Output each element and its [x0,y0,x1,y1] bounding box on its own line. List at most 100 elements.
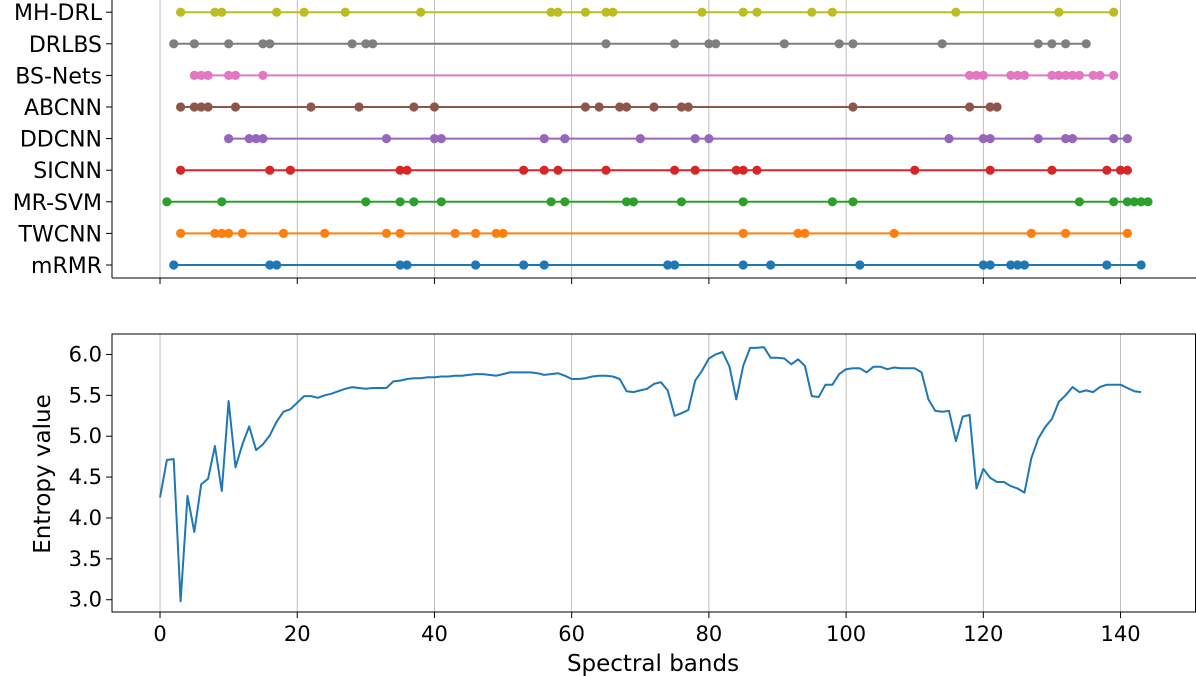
point-mrmr-18 [1102,260,1112,270]
point-mh-drl-4 [299,7,309,17]
point-ddcnn-8 [560,134,570,144]
point-mr-svm-18 [1136,197,1146,207]
point-mr-svm-8 [621,197,632,207]
point-ddcnn-19 [1122,134,1132,144]
point-bs-nets-7 [971,70,982,80]
series-drlbs [169,39,1091,49]
point-abcnn-11 [615,102,625,112]
point-mrmr-0 [169,260,179,270]
series-ddcnn [224,134,1132,144]
point-bs-nets-11 [1019,70,1030,80]
point-abcnn-4 [230,102,241,112]
point-mh-drl-11 [608,7,618,17]
bottom-line-group [159,346,1142,603]
point-abcnn-0 [176,102,186,112]
point-ddcnn-3 [258,134,268,144]
point-abcnn-5 [306,102,316,112]
point-sicnn-17 [1102,165,1112,175]
point-mr-svm-16 [1122,197,1132,207]
point-sicnn-8 [601,165,611,175]
point-bs-nets-13 [1054,70,1064,80]
point-drlbs-18 [1061,39,1071,49]
point-mh-drl-9 [580,7,590,17]
point-abcnn-3 [203,102,213,112]
point-ddcnn-11 [704,134,714,144]
point-drlbs-9 [669,39,680,49]
series-twcnn [176,228,1132,238]
point-sicnn-7 [553,165,563,175]
point-abcnn-9 [580,102,590,112]
point-twcnn-17 [1026,228,1036,238]
point-ddcnn-2 [251,134,261,144]
point-bs-nets-14 [1061,70,1071,80]
point-abcnn-6 [354,102,364,112]
point-abcnn-13 [649,102,659,112]
point-mh-drl-15 [807,7,817,17]
point-abcnn-16 [848,102,858,112]
series-mr-svm [162,197,1153,207]
point-twcnn-9 [450,228,460,238]
category-label-mr-svm: MR-SVM [13,191,102,216]
point-mr-svm-19 [1143,197,1153,207]
point-mrmr-13 [978,260,988,270]
point-twcnn-4 [237,228,247,238]
point-mr-svm-9 [628,197,639,207]
point-bs-nets-12 [1047,70,1057,80]
point-mrmr-15 [1006,260,1016,270]
series-mh-drl [176,7,1119,17]
category-label-bs-nets: BS-Nets [15,64,102,89]
point-mr-svm-0 [162,197,172,207]
point-mh-drl-19 [1109,7,1119,17]
point-sicnn-14 [910,165,920,175]
point-ddcnn-10 [690,134,700,144]
point-bs-nets-15 [1067,70,1078,80]
point-abcnn-7 [409,102,419,112]
point-mrmr-9 [669,260,680,270]
point-mh-drl-14 [752,7,762,17]
point-twcnn-14 [793,228,803,238]
point-twcnn-13 [738,228,748,238]
category-label-sicnn: SICNN [33,159,102,184]
top-category-labels: mRMR TWCNN MR-SVM SICNN DDCNN ABCNN BS-Nets DRL… [13,1,112,279]
point-mh-drl-13 [738,7,748,17]
x-tick-label-0: 0 [153,622,166,646]
point-sicnn-4 [402,165,412,175]
point-mrmr-5 [471,260,481,270]
point-mrmr-19 [1136,260,1146,270]
point-drlbs-5 [347,39,357,49]
category-label-twcnn: TWCNN [18,222,102,247]
point-ddcnn-13 [978,134,988,144]
point-mr-svm-5 [436,197,446,207]
point-ddcnn-16 [1061,134,1071,144]
point-twcnn-0 [176,228,186,238]
x-axis-label: Spectral bands [567,651,739,676]
category-label-drlbs: DRLBS [29,33,102,58]
point-twcnn-11 [491,228,501,238]
point-mrmr-6 [519,260,529,270]
point-drlbs-8 [601,39,611,49]
point-drlbs-3 [258,39,268,49]
point-sicnn-16 [1047,165,1057,175]
point-drlbs-6 [361,39,371,49]
point-ddcnn-14 [985,134,995,144]
point-mrmr-4 [402,260,412,270]
point-abcnn-15 [683,102,693,112]
point-mr-svm-1 [217,197,227,207]
point-twcnn-16 [889,228,899,238]
point-mh-drl-17 [951,7,961,17]
point-bs-nets-0 [189,70,199,80]
point-mr-svm-10 [676,197,687,207]
point-ddcnn-7 [539,134,549,144]
y-axis-label: Entropy value [30,394,56,554]
x-tick-label-40: 40 [421,622,448,646]
point-twcnn-1 [210,228,220,238]
point-bs-nets-2 [203,70,213,80]
point-bs-nets-5 [258,70,268,80]
point-sicnn-1 [265,165,275,175]
point-mr-svm-14 [1074,197,1084,207]
top-series-group [162,7,1153,270]
point-mh-drl-8 [553,7,563,17]
point-drlbs-0 [169,39,179,49]
x-tick-label-140: 140 [1100,622,1140,646]
